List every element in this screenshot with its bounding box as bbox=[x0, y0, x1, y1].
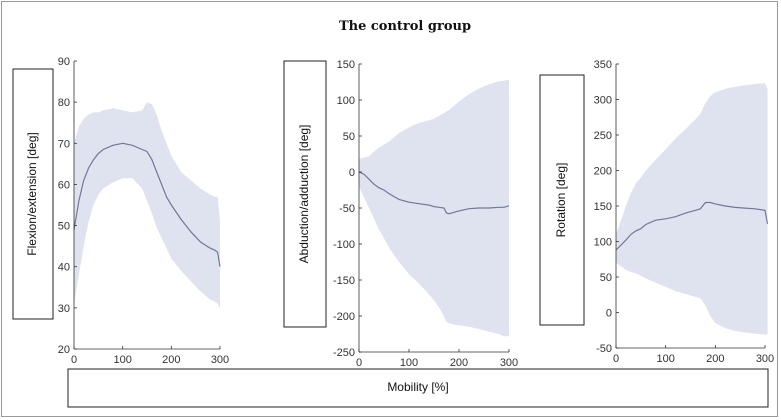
ylabel-box bbox=[539, 74, 585, 326]
x-tick-label: 100 bbox=[400, 357, 418, 369]
mean-line bbox=[358, 171, 510, 215]
x-tick-label: 0 bbox=[613, 353, 619, 365]
ylabel-box bbox=[283, 60, 327, 328]
y-tick-label: 70 bbox=[58, 138, 70, 150]
y-tick-label: 50 bbox=[58, 221, 70, 233]
x-tick-label: 300 bbox=[211, 354, 229, 366]
y-tick-label: 60 bbox=[58, 179, 70, 191]
y-tick-label: 100 bbox=[594, 237, 612, 249]
y-tick-label: 250 bbox=[594, 130, 612, 142]
y-tick-label: 350 bbox=[594, 59, 612, 71]
y-tick-label: 0 bbox=[349, 167, 355, 179]
y-tick-label: 40 bbox=[58, 262, 70, 274]
y-tick-label: -250 bbox=[333, 347, 355, 359]
chart-title: The control group bbox=[339, 19, 471, 34]
y-tick-label: 50 bbox=[600, 272, 612, 284]
panel-2: -250 -200 -150 -100 -50 0 50 100 150 0 100 200 300 Ab… bbox=[283, 59, 518, 369]
y-tick-label: 30 bbox=[58, 303, 70, 315]
x-tick-label: 100 bbox=[656, 353, 674, 365]
x-tick-label: 200 bbox=[450, 357, 468, 369]
y-tick-label: 150 bbox=[337, 59, 355, 71]
y-tick-label: 20 bbox=[58, 344, 70, 356]
y-tick-label: 200 bbox=[594, 166, 612, 178]
x-tick-label: 300 bbox=[756, 353, 774, 365]
y-tick-label: -50 bbox=[339, 203, 355, 215]
y-axis-label: Abduction/adduction [deg] bbox=[297, 125, 311, 264]
x-tick-label: 200 bbox=[706, 353, 724, 365]
x-tick-label: 200 bbox=[162, 354, 180, 366]
mean-line bbox=[73, 142, 221, 267]
y-axis-label: Flexion/extension [deg] bbox=[25, 132, 39, 255]
std-band bbox=[74, 102, 220, 308]
y-tick-label: 50 bbox=[343, 131, 355, 143]
y-tick-label: -50 bbox=[596, 343, 612, 355]
x-tick-label: 0 bbox=[356, 357, 362, 369]
x-axis-label: Mobility [%] bbox=[387, 380, 448, 394]
x-tick-label: 0 bbox=[71, 354, 77, 366]
panel-1: 20 30 40 50 60 70 80 90 0 100 200 300 Flexion/extens… bbox=[12, 56, 229, 366]
y-tick-label: 0 bbox=[606, 308, 612, 320]
y-tick-label: 80 bbox=[58, 97, 70, 109]
std-band bbox=[359, 79, 509, 337]
y-tick-label: -100 bbox=[333, 239, 355, 251]
y-tick-label: 90 bbox=[58, 56, 70, 68]
y-tick-label: -150 bbox=[333, 275, 355, 287]
mean-line bbox=[615, 201, 769, 251]
y-axis-label: Rotation [deg] bbox=[554, 163, 568, 238]
y-tick-label: 300 bbox=[594, 95, 612, 107]
x-tick-label: 100 bbox=[113, 354, 131, 366]
y-tick-label: -200 bbox=[333, 311, 355, 323]
y-tick-label: 150 bbox=[594, 201, 612, 213]
x-tick-label: 300 bbox=[500, 357, 518, 369]
std-band bbox=[616, 83, 768, 335]
xlabel-box bbox=[67, 368, 769, 408]
y-tick-label: 100 bbox=[337, 95, 355, 107]
ylabel-box bbox=[12, 68, 54, 320]
